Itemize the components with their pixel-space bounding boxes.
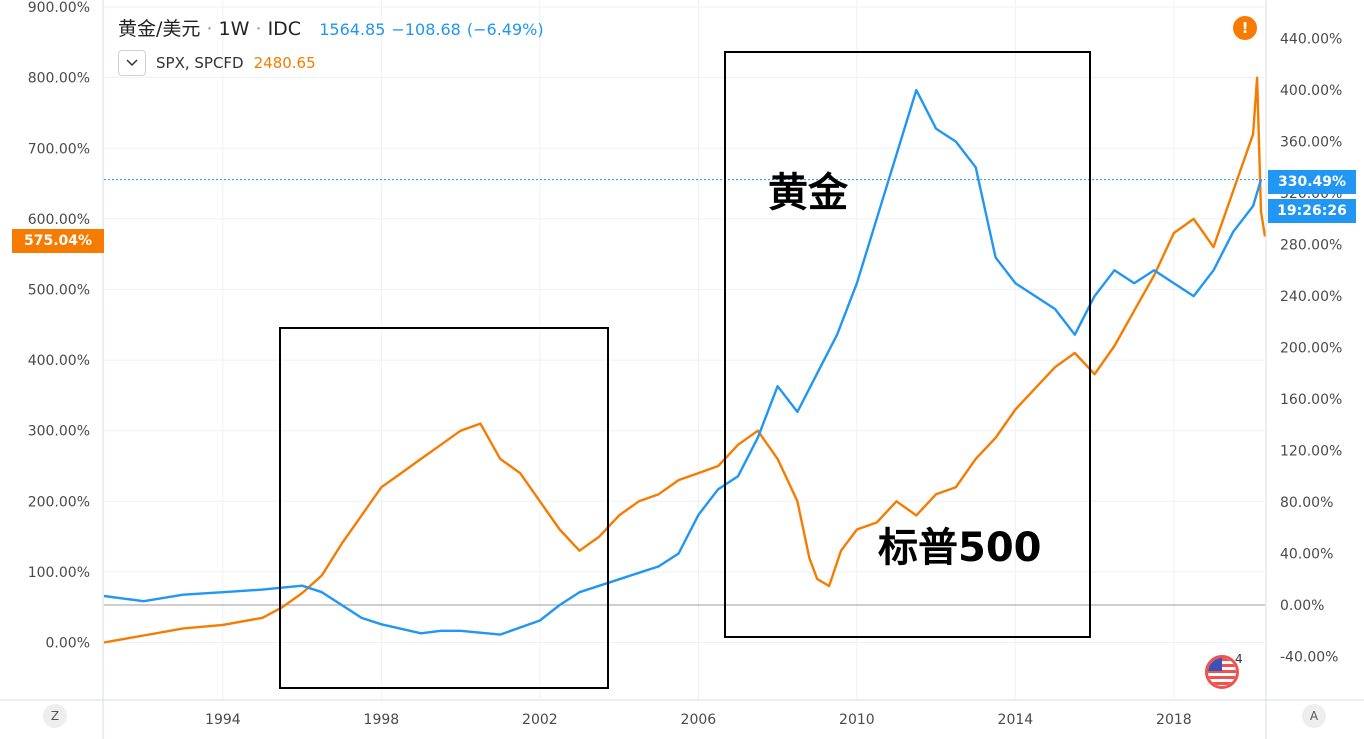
chevron-down-icon[interactable] xyxy=(118,50,146,76)
x-tick-label: 2018 xyxy=(1156,712,1192,728)
right-tick-label: 120.00% xyxy=(1280,444,1342,460)
spx-last-badge: 575.04% xyxy=(12,229,104,253)
left-tick-label: 300.00% xyxy=(28,424,90,440)
left-tick-label: 600.00% xyxy=(28,212,90,228)
auto-scale-button[interactable]: A xyxy=(1302,704,1326,728)
right-tick-label: 400.00% xyxy=(1280,83,1342,99)
annotation-box-1[interactable] xyxy=(279,327,609,689)
left-tick-label: 400.00% xyxy=(28,353,90,369)
left-tick-label: 100.00% xyxy=(28,565,90,581)
us-flag-icon[interactable] xyxy=(1205,655,1239,689)
interval-label[interactable]: 1W xyxy=(218,18,250,40)
exchange-label: IDC xyxy=(267,18,302,40)
annotation-gold: 黄金 xyxy=(768,170,848,216)
x-tick-label: 2014 xyxy=(998,712,1034,728)
right-tick-label: 0.00% xyxy=(1280,598,1324,614)
left-tick-label: 0.00% xyxy=(46,636,90,652)
annotation-spx: 标普500 xyxy=(878,525,1042,571)
left-tick-label: 200.00% xyxy=(28,494,90,510)
right-tick-label: 440.00% xyxy=(1280,32,1342,48)
bar-countdown-badge: 19:26:26 xyxy=(1268,199,1356,223)
compare-value: 2480.65 xyxy=(253,54,316,72)
x-tick-label: 2010 xyxy=(839,712,875,728)
right-tick-label: 160.00% xyxy=(1280,392,1342,408)
right-tick-label: 80.00% xyxy=(1280,495,1333,511)
compare-legend: SPX, SPCFD 2480.65 xyxy=(118,50,316,76)
series-spx-line xyxy=(103,76,1267,644)
right-tick-label: 240.00% xyxy=(1280,289,1342,305)
symbol-name[interactable]: 黄金/美元 xyxy=(118,18,201,40)
right-tick-label: 280.00% xyxy=(1280,238,1342,254)
gold-last-badge: 330.49% xyxy=(1268,170,1356,194)
series-group xyxy=(103,76,1267,644)
right-tick-label: 200.00% xyxy=(1280,341,1342,357)
right-tick-label: -40.00% xyxy=(1280,650,1338,666)
right-axis[interactable]: -40.00% 0.00% 40.00% 80.00% 120.00% 160.00% 20… xyxy=(1280,32,1342,666)
warning-icon[interactable]: ! xyxy=(1233,16,1257,40)
x-tick-label: 2006 xyxy=(681,712,717,728)
annotation-box-2[interactable] xyxy=(724,51,1091,638)
series-gold-line xyxy=(103,88,1263,636)
x-tick-label: 1998 xyxy=(364,712,400,728)
separator-dot: · xyxy=(206,18,213,40)
left-tick-label: 700.00% xyxy=(28,141,90,157)
chart-grid xyxy=(104,0,1265,699)
price-change: −108.68 xyxy=(391,20,461,39)
last-price: 1564.85 xyxy=(319,20,386,39)
compare-symbol[interactable]: SPX, SPCFD xyxy=(156,54,244,72)
x-tick-label: 1994 xyxy=(205,712,241,728)
price-change-pct: (−6.49%) xyxy=(466,20,544,39)
event-count: 4 xyxy=(1235,652,1243,666)
right-tick-label: 40.00% xyxy=(1280,547,1333,563)
separator-dot: · xyxy=(255,18,262,40)
left-tick-label: 800.00% xyxy=(28,71,90,87)
time-axis[interactable]: 1994 1998 2002 2006 2010 2014 2018 xyxy=(205,712,1192,728)
chart-header: 黄金/美元 · 1W · IDC 1564.85 −108.68 (−6.49%… xyxy=(118,14,544,41)
left-tick-label: 900.00% xyxy=(28,0,90,16)
x-tick-label: 2002 xyxy=(522,712,558,728)
left-tick-label: 500.00% xyxy=(28,282,90,298)
right-tick-label: 360.00% xyxy=(1280,135,1342,151)
left-axis[interactable]: 0.00% 100.00% 200.00% 300.00% 400.00% 500.00%… xyxy=(28,0,90,651)
zoom-reset-button[interactable]: Z xyxy=(43,704,67,728)
